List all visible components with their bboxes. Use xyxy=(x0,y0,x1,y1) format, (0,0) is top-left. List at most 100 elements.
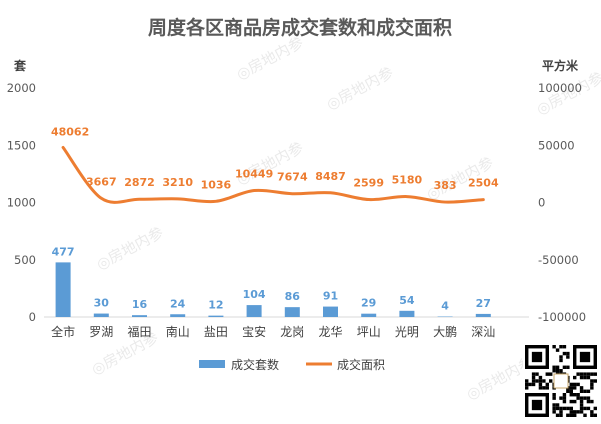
category-光明: 光明 xyxy=(395,325,419,339)
qr-module xyxy=(562,396,567,400)
bar-label-南山: 24 xyxy=(170,297,186,310)
qr-module xyxy=(590,399,594,404)
qr-module xyxy=(559,413,563,417)
bar-data-labels: 477 30 16 24 12 104 86 91 29 54 4 27 xyxy=(52,245,491,312)
line-label-大鹏: 383 xyxy=(434,179,457,192)
qr-module xyxy=(586,372,591,376)
qr-module xyxy=(562,399,567,404)
line-label-光明: 5180 xyxy=(392,174,423,187)
qr-module xyxy=(583,372,587,376)
qr-module xyxy=(549,379,553,383)
qr-module xyxy=(573,399,577,404)
qr-module xyxy=(579,406,584,411)
bar-label-罗湖: 30 xyxy=(94,297,110,310)
qr-module xyxy=(555,403,560,407)
qr-code xyxy=(523,343,599,419)
line-label-宝安: 10449 xyxy=(235,168,273,181)
bar-宝安 xyxy=(246,305,262,317)
qr-module xyxy=(569,406,573,411)
qr-finder-bl-center xyxy=(531,399,543,411)
qr-module xyxy=(590,386,594,390)
qr-finder-tr-center xyxy=(579,351,591,363)
category-深汕: 深汕 xyxy=(471,325,495,339)
qr-module xyxy=(586,389,591,393)
right-tick-100000: 100000 xyxy=(538,81,582,95)
category-龙岗: 龙岗 xyxy=(280,325,304,339)
bar-福田 xyxy=(132,315,147,317)
bar-label-龙岗: 86 xyxy=(285,290,301,303)
bar-label-光明: 54 xyxy=(399,294,415,307)
qr-module xyxy=(555,365,560,369)
qr-module xyxy=(555,369,560,373)
qr-module xyxy=(552,410,556,414)
qr-module xyxy=(569,413,573,417)
line-label-南山: 3210 xyxy=(162,176,193,189)
line-label-龙岗: 7674 xyxy=(277,171,308,184)
line-label-全市: 48062 xyxy=(51,125,89,138)
left-tick-0: 0 xyxy=(29,310,36,324)
qr-logo xyxy=(553,373,569,389)
qr-module xyxy=(525,382,529,387)
bar-全市 xyxy=(55,262,71,317)
qr-module xyxy=(583,375,587,380)
qr-module xyxy=(573,375,577,380)
bar-label-龙华: 91 xyxy=(323,290,338,303)
qr-module xyxy=(542,379,546,383)
qr-module xyxy=(579,386,584,390)
qr-module xyxy=(555,406,560,411)
bar-label-大鹏: 4 xyxy=(441,300,449,313)
right-axis: -100000 -50000 0 50000 100000 xyxy=(538,81,586,324)
qr-module xyxy=(576,410,580,414)
category-坪山: 坪山 xyxy=(357,325,381,339)
qr-module xyxy=(573,382,577,387)
category-盐田: 盐田 xyxy=(204,325,228,339)
qr-module xyxy=(559,358,563,363)
line-label-罗湖: 3667 xyxy=(86,175,117,188)
watermark-2: ◎房地内参 xyxy=(323,63,396,113)
qr-module xyxy=(576,382,580,387)
qr-module xyxy=(528,382,532,387)
qr-module xyxy=(579,396,584,400)
qr-module xyxy=(566,413,570,417)
qr-module xyxy=(552,345,556,349)
chart-title: 周度各区商品房成交套数和成交面积 xyxy=(148,16,452,39)
qr-module xyxy=(559,396,563,400)
category-宝安: 宝安 xyxy=(242,324,266,339)
qr-module xyxy=(545,382,549,387)
qr-module xyxy=(552,396,556,400)
qr-module xyxy=(593,372,597,376)
qr-module xyxy=(583,396,587,400)
qr-module xyxy=(583,389,587,393)
qr-module xyxy=(538,379,543,383)
qr-module xyxy=(559,369,563,373)
qr-module xyxy=(525,379,529,383)
left-tick-500: 500 xyxy=(14,253,36,267)
line-label-龙华: 8487 xyxy=(315,170,346,183)
qr-module xyxy=(593,413,597,417)
right-tick--100000: -100000 xyxy=(538,310,586,324)
bar-南山 xyxy=(170,314,186,317)
qr-module xyxy=(583,406,587,411)
qr-module xyxy=(566,355,570,359)
qr-module xyxy=(586,399,591,404)
qr-module xyxy=(538,382,543,387)
category-南山: 南山 xyxy=(166,324,190,339)
qr-module xyxy=(590,413,594,417)
bar-label-盐田: 12 xyxy=(208,299,223,312)
qr-module xyxy=(559,355,563,359)
qr-module xyxy=(569,389,573,393)
qr-module xyxy=(569,410,573,414)
category-全市: 全市 xyxy=(51,324,75,339)
line-label-坪山: 2599 xyxy=(353,177,384,190)
qr-module xyxy=(545,386,549,390)
qr-module xyxy=(559,410,563,414)
qr-module xyxy=(542,386,546,390)
line-label-深汕: 2504 xyxy=(468,177,499,190)
qr-module xyxy=(552,365,556,369)
left-tick-1500: 1500 xyxy=(7,138,36,152)
qr-module xyxy=(586,396,591,400)
qr-module xyxy=(573,393,577,397)
qr-module xyxy=(531,372,536,376)
